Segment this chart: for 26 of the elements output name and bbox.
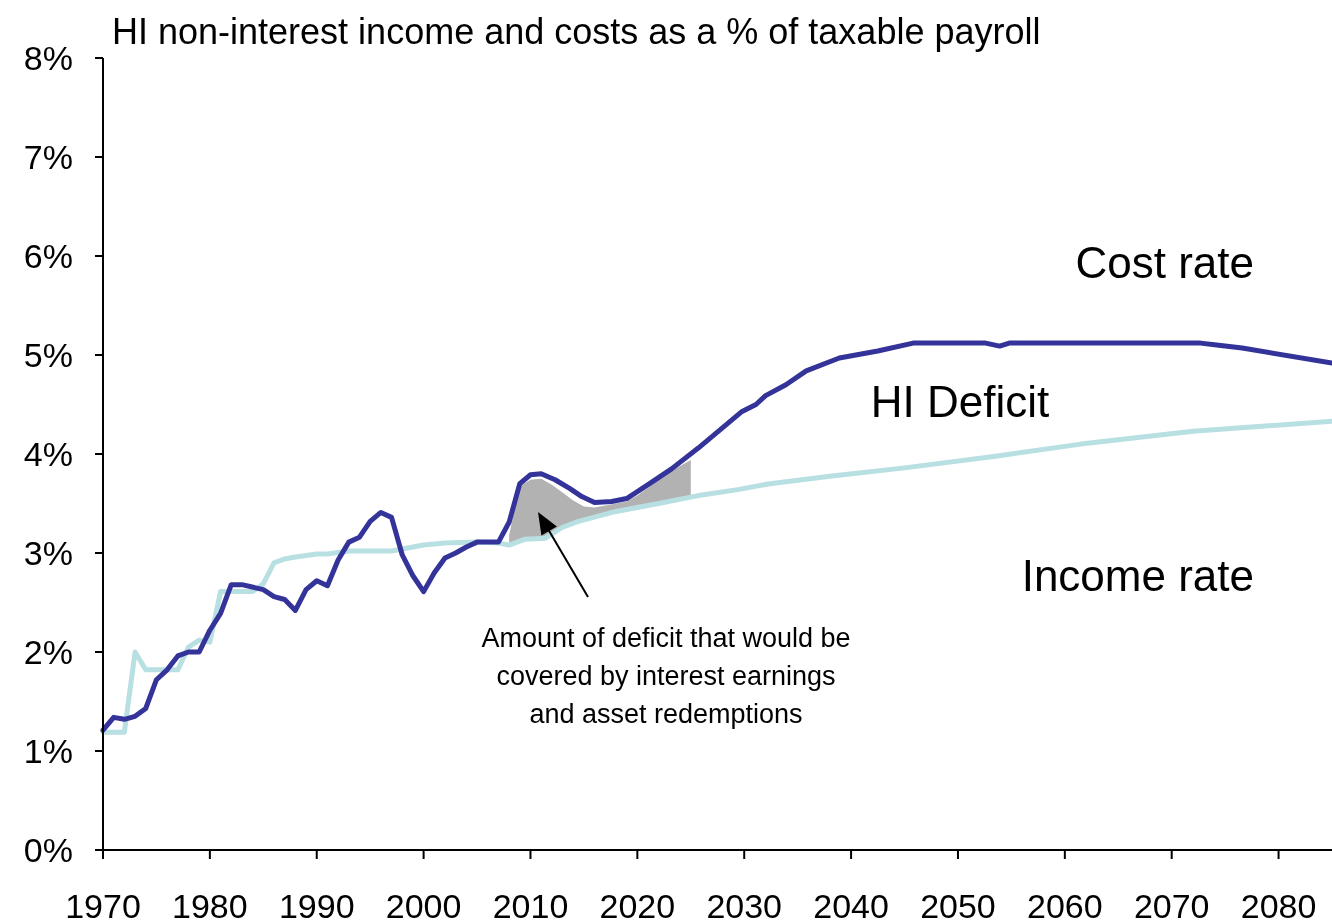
x-tick-label: 2020 bbox=[599, 887, 676, 923]
y-tick-label: 6% bbox=[23, 237, 73, 275]
y-tick-label: 1% bbox=[23, 732, 73, 770]
y-tick-label: 7% bbox=[23, 138, 73, 176]
x-tick-label: 2010 bbox=[492, 887, 569, 923]
y-tick-label: 8% bbox=[23, 39, 73, 77]
text: Income rate bbox=[1021, 551, 1254, 601]
x-tick-label: 2080 bbox=[1240, 887, 1317, 923]
annotation: HI Deficit bbox=[870, 376, 1050, 426]
annotation: Amount of deficit that would be covered by interest earnings and asset redemptions bbox=[481, 623, 851, 729]
y-tick-label: 2% bbox=[23, 633, 73, 671]
x-tick-label: 1970 bbox=[65, 887, 141, 923]
x-tick-label: 1990 bbox=[278, 887, 355, 923]
x-tick-label: 2030 bbox=[706, 887, 783, 923]
y-tick-label: 4% bbox=[23, 435, 73, 473]
x-tick-label: 2070 bbox=[1133, 887, 1210, 923]
chart-title: HI non-interest income and costs as a % of taxable payroll bbox=[112, 11, 1041, 52]
y-tick-label: 3% bbox=[23, 534, 73, 572]
y-tick-label: 5% bbox=[23, 336, 73, 374]
x-tick-label: 2000 bbox=[385, 887, 462, 923]
x-tick-label: 1980 bbox=[172, 887, 248, 923]
x-tick-label: 2050 bbox=[920, 887, 996, 923]
y-tick-label: 0% bbox=[23, 831, 73, 869]
x-tick-label: 2060 bbox=[1027, 887, 1103, 923]
x-tick-label: 2040 bbox=[813, 887, 889, 923]
series-label: Cost rate bbox=[1075, 237, 1254, 287]
